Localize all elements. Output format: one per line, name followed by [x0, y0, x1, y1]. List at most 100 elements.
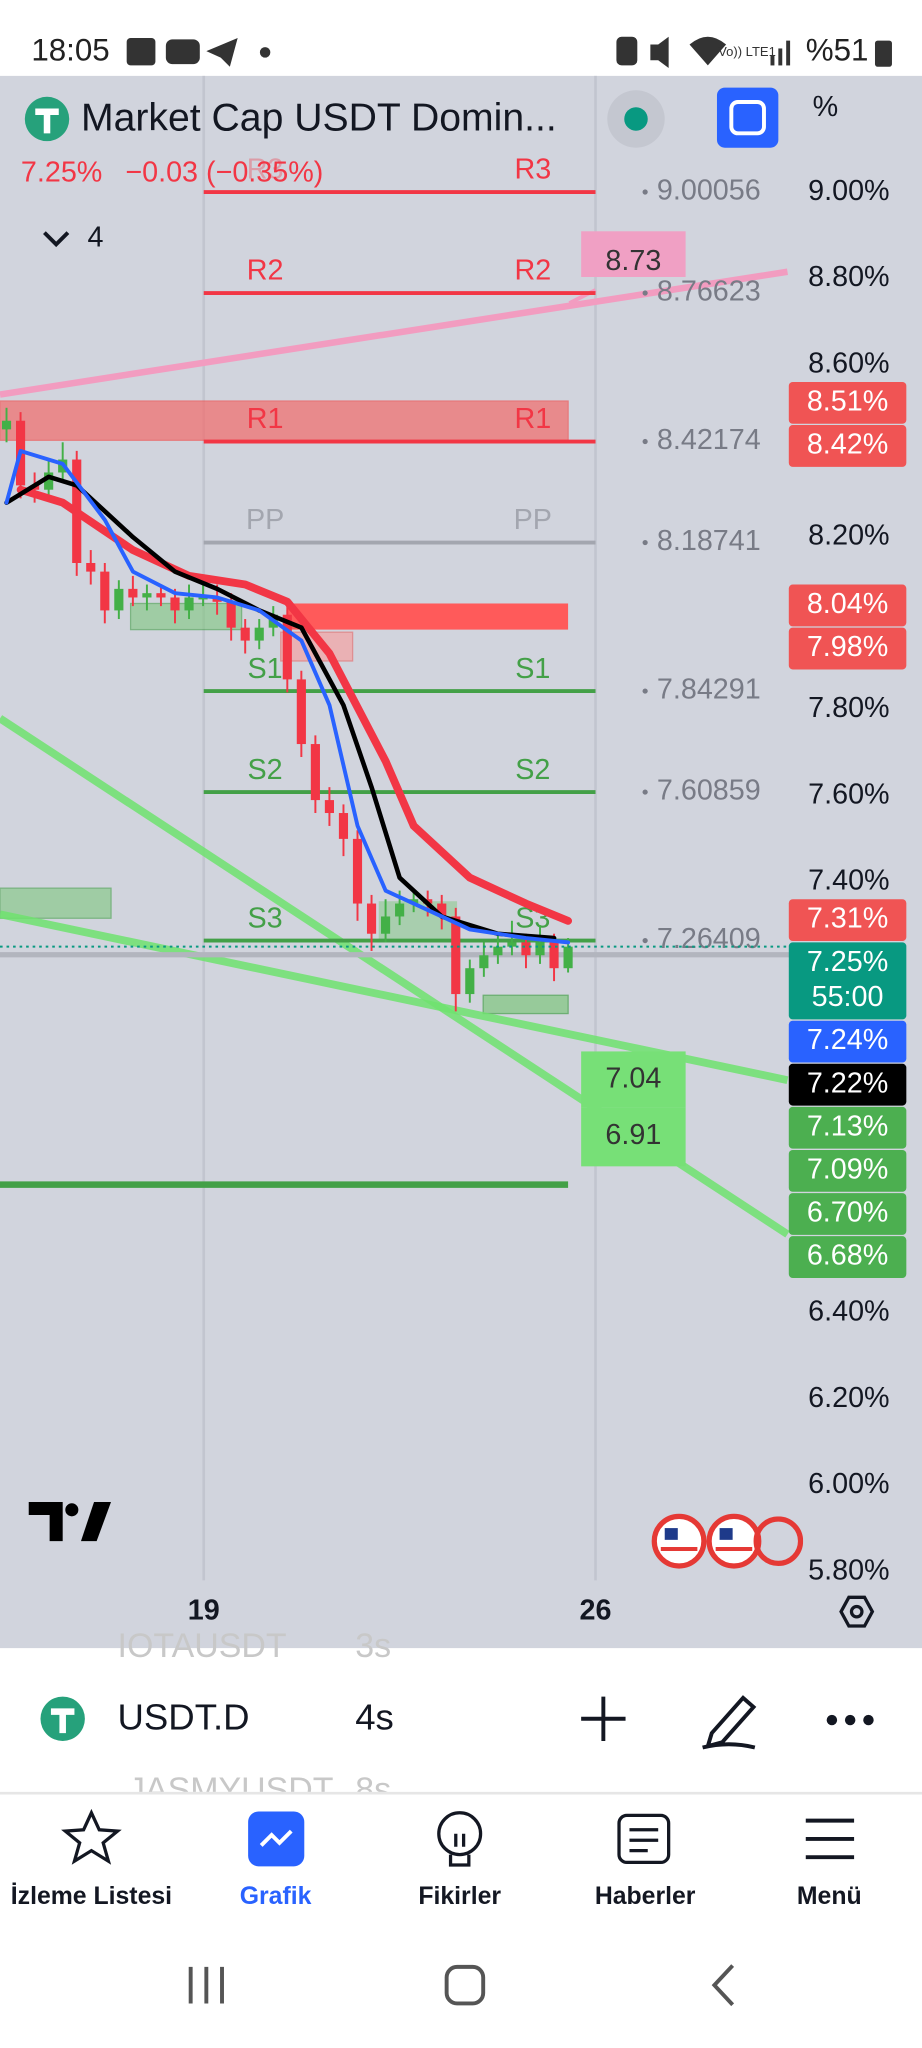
pivot-label: PP — [246, 504, 284, 536]
collapse-icon[interactable] — [43, 231, 70, 248]
watchlist-icon[interactable] — [61, 1808, 122, 1865]
last-price: 7.25% — [21, 156, 102, 188]
price-badge-label: 7.22% — [807, 1067, 888, 1099]
nav-label[interactable]: Haberler — [595, 1883, 696, 1910]
y-tick-label: 6.40% — [808, 1296, 889, 1328]
wifi-icon — [689, 36, 727, 66]
signal-icon — [770, 54, 775, 66]
candle-body — [170, 597, 180, 611]
y-tick-label: 6.00% — [808, 1468, 889, 1500]
candle-body — [521, 942, 531, 956]
candle-body — [114, 588, 124, 611]
moving-average — [16, 485, 573, 925]
price-badge — [788, 1236, 907, 1278]
y-tick-label: 9.00% — [808, 175, 889, 207]
price-badge-label: 6.70% — [807, 1197, 888, 1229]
pivot-bullet — [642, 789, 648, 795]
price-badge-label: 7.31% — [807, 903, 888, 935]
network-label: Vo)) LTE1 — [718, 44, 776, 59]
candle-body — [86, 562, 96, 572]
fullscreen-icon — [729, 100, 766, 136]
candle-body — [395, 903, 405, 917]
flag-icon[interactable] — [706, 1513, 762, 1569]
symbol[interactable]: USDT.D — [118, 1697, 250, 1738]
candle-body — [352, 838, 363, 904]
price-badge-label: 7.09% — [807, 1153, 888, 1185]
battery-icon — [874, 40, 892, 67]
indicators-count[interactable]: 4 — [87, 222, 103, 254]
nav-label[interactable]: İzleme Listesi — [11, 1883, 172, 1910]
candle-body — [254, 627, 264, 641]
add-button[interactable] — [581, 1696, 626, 1741]
ideas-icon[interactable] — [437, 1811, 483, 1857]
pivot-value: 7.84291 — [657, 674, 761, 706]
news-icon[interactable] — [617, 1813, 671, 1865]
candle-body — [549, 942, 559, 969]
more-button[interactable] — [826, 1714, 874, 1726]
candle-body — [381, 916, 391, 934]
home-button[interactable] — [444, 1964, 486, 2006]
pink-trendline — [0, 268, 788, 398]
dot-icon — [259, 47, 271, 58]
status-time: 18:05 — [31, 33, 109, 68]
status-icons — [126, 36, 892, 69]
candle-body — [507, 942, 517, 947]
event-flags — [651, 1513, 800, 1569]
interval[interactable]: 4s — [355, 1697, 394, 1738]
price-badge-label: 7.13% — [807, 1110, 888, 1142]
pivot-label: S2 — [515, 754, 550, 786]
pivot-label: R3 — [514, 154, 551, 186]
settings-icon[interactable] — [839, 1595, 875, 1628]
y-tick-label: 8.60% — [808, 347, 889, 379]
pivot-bullet — [642, 688, 648, 694]
candle-body — [198, 597, 208, 600]
draw-button[interactable] — [702, 1695, 757, 1750]
pivot-bullet — [642, 290, 648, 296]
signal-icon — [786, 40, 791, 66]
scale-mode[interactable]: % — [813, 91, 839, 123]
support-zone — [482, 994, 569, 1015]
nav-label[interactable]: Grafik — [240, 1883, 312, 1910]
nav-label[interactable]: Fikirler — [418, 1883, 501, 1910]
price-change: −0.03 (−0.35%) — [125, 156, 323, 188]
flag-icon[interactable] — [651, 1513, 707, 1569]
candle-body — [240, 627, 250, 641]
pivot-value: 7.60859 — [657, 775, 761, 807]
candle-body — [142, 593, 152, 598]
y-tick-label: 7.40% — [808, 865, 889, 897]
drawings — [0, 231, 791, 1238]
menu-icon[interactable] — [805, 1818, 855, 1860]
pivot-bullet — [642, 438, 648, 445]
back-button[interactable] — [711, 1964, 735, 2007]
logo-part — [28, 1501, 63, 1542]
battery-level: %51 — [806, 33, 869, 68]
price-badge — [788, 425, 907, 467]
candle-body — [212, 597, 222, 602]
ghost-interval: 3s — [355, 1627, 391, 1665]
candle-body — [324, 800, 334, 814]
price-badge — [788, 942, 907, 1020]
dot — [863, 1714, 874, 1726]
candle-body — [338, 813, 349, 839]
price-badge — [788, 1149, 907, 1192]
recents-button[interactable] — [188, 1966, 224, 2004]
symbol-bar-bg — [0, 1648, 922, 1792]
ideas-icon-glyph — [448, 1833, 471, 1867]
flag-icon[interactable] — [756, 1519, 800, 1563]
dot — [844, 1714, 856, 1726]
nav-label[interactable]: Menü — [797, 1883, 862, 1910]
fullscreen-button[interactable] — [716, 87, 779, 148]
price-badge — [788, 1063, 907, 1106]
candle-body — [156, 593, 166, 598]
pivot-label: R1 — [247, 403, 284, 435]
telegram-icon — [206, 38, 238, 67]
candle-body — [184, 597, 194, 611]
chart-title: Market Cap USDT Domin... — [81, 97, 557, 140]
y-tick-label: 5.80% — [808, 1554, 889, 1586]
price-badge — [788, 899, 907, 942]
candle-body — [366, 903, 377, 934]
tv-logo — [28, 1501, 112, 1542]
